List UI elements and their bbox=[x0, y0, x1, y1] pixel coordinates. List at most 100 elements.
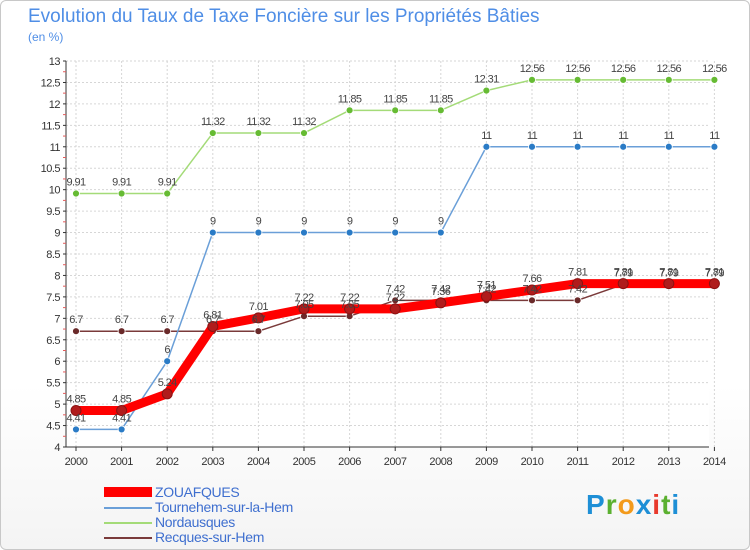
data-label-0: 7.51 bbox=[477, 279, 496, 291]
series-point-1 bbox=[436, 228, 445, 237]
data-label-0: 6.81 bbox=[203, 309, 222, 321]
y-tick-label: 6.5 bbox=[46, 335, 60, 347]
series-point-1 bbox=[117, 425, 126, 434]
x-tick-label: 2002 bbox=[156, 456, 179, 468]
series-point-1 bbox=[664, 142, 673, 151]
data-label-0: 7.81 bbox=[659, 267, 678, 279]
data-label-2: 12.56 bbox=[565, 63, 590, 75]
y-tick-label: 10 bbox=[49, 185, 61, 197]
series-point-0 bbox=[526, 284, 538, 296]
data-label-0: 7.66 bbox=[522, 273, 541, 285]
series-point-3 bbox=[163, 327, 172, 336]
series-point-0 bbox=[480, 290, 492, 302]
data-label-2: 12.56 bbox=[611, 63, 636, 75]
y-tick-label: 6 bbox=[54, 356, 60, 368]
x-tick-label: 2013 bbox=[657, 456, 680, 468]
data-label-3: 7.05 bbox=[340, 299, 359, 311]
legend-swatch-tournehem bbox=[104, 507, 152, 509]
data-label-3: 7.79 bbox=[614, 267, 633, 279]
data-label-3: 7.42 bbox=[431, 283, 450, 295]
data-label-1: 11 bbox=[572, 130, 583, 142]
data-label-2: 9.91 bbox=[66, 177, 85, 189]
data-label-3: 6.7 bbox=[252, 314, 266, 326]
series-point-1 bbox=[391, 228, 400, 237]
series-point-0 bbox=[344, 303, 356, 315]
data-label-1: 9 bbox=[210, 216, 216, 228]
y-tick-label: 8 bbox=[54, 270, 60, 282]
data-label-3: 6.7 bbox=[160, 314, 174, 326]
y-tick-label: 10.5 bbox=[41, 163, 61, 175]
series-point-1 bbox=[163, 357, 172, 366]
legend-label-tournehem: Tournehem-sur-la-Hem bbox=[155, 499, 293, 515]
series-point-3 bbox=[254, 327, 263, 336]
x-tick-label: 2000 bbox=[65, 456, 88, 468]
data-label-0: 7.81 bbox=[614, 267, 633, 279]
data-label-3: 7.05 bbox=[294, 299, 313, 311]
series-point-1 bbox=[482, 142, 491, 151]
data-label-3: 7.42 bbox=[477, 283, 496, 295]
series-point-2 bbox=[163, 189, 172, 198]
series-point-0 bbox=[389, 303, 401, 315]
series-point-2 bbox=[619, 75, 628, 84]
proxiti-logo: Proxiti bbox=[586, 489, 681, 520]
y-tick-label: 4.5 bbox=[46, 421, 60, 433]
data-label-0: 7.22 bbox=[386, 292, 405, 304]
series-point-0 bbox=[116, 405, 128, 417]
data-label-1: 11 bbox=[709, 130, 720, 142]
series-point-0 bbox=[70, 405, 82, 417]
y-tick-label: 7.5 bbox=[46, 292, 60, 304]
series-point-1 bbox=[619, 142, 628, 151]
series-point-1 bbox=[208, 228, 217, 237]
series-point-3 bbox=[117, 327, 126, 336]
data-label-3: 7.79 bbox=[659, 267, 678, 279]
y-tick-label: 7 bbox=[54, 313, 60, 325]
data-label-2: 11.32 bbox=[292, 116, 316, 128]
data-label-0: 7.22 bbox=[340, 292, 359, 304]
data-label-3: 7.42 bbox=[522, 283, 541, 295]
series-point-0 bbox=[252, 312, 264, 324]
data-label-3: 7.79 bbox=[705, 267, 724, 279]
series-point-0 bbox=[207, 320, 219, 332]
x-tick-label: 2010 bbox=[521, 456, 544, 468]
series-point-3 bbox=[528, 296, 536, 305]
y-tick-label: 4 bbox=[54, 442, 60, 454]
series-point-2 bbox=[72, 189, 80, 198]
data-label-1: 9 bbox=[438, 216, 444, 228]
x-tick-label: 2012 bbox=[612, 456, 635, 468]
data-label-0: 7.81 bbox=[568, 267, 587, 279]
data-label-0: 4.85 bbox=[112, 394, 131, 406]
y-tick-label: 5.5 bbox=[46, 378, 60, 390]
series-point-2 bbox=[664, 75, 673, 84]
series-point-0 bbox=[708, 278, 720, 290]
y-tick-label: 8.5 bbox=[46, 249, 60, 261]
x-tick-label: 2006 bbox=[338, 456, 361, 468]
series-point-2 bbox=[208, 129, 217, 137]
legend-swatch-nordausques bbox=[104, 522, 152, 524]
series-point-3 bbox=[72, 327, 80, 336]
series-point-3 bbox=[573, 296, 582, 305]
series-point-2 bbox=[117, 189, 126, 198]
data-label-3: 6.7 bbox=[115, 314, 129, 326]
x-tick-label: 2008 bbox=[429, 456, 452, 468]
series-point-1 bbox=[72, 425, 80, 434]
y-tick-label: 5 bbox=[54, 399, 60, 411]
data-label-2: 11.85 bbox=[338, 93, 362, 105]
series-point-0 bbox=[435, 297, 447, 309]
series-point-2 bbox=[254, 129, 263, 137]
data-label-0: 4.85 bbox=[66, 394, 85, 406]
x-tick-label: 2001 bbox=[110, 456, 133, 468]
x-tick-label: 2014 bbox=[703, 456, 726, 468]
data-label-2: 12.56 bbox=[520, 63, 545, 75]
series-point-1 bbox=[254, 228, 263, 237]
series-point-0 bbox=[161, 388, 173, 400]
y-tick-label: 12.5 bbox=[41, 77, 61, 89]
legend-swatch-zouafques bbox=[104, 487, 152, 497]
data-label-3: 7.42 bbox=[568, 283, 587, 295]
data-label-1: 9 bbox=[301, 216, 307, 228]
data-label-2: 12.56 bbox=[657, 63, 682, 75]
series-point-2 bbox=[573, 75, 582, 84]
series-point-2 bbox=[710, 75, 719, 84]
y-tick-label: 11.5 bbox=[41, 120, 60, 132]
x-tick-label: 2005 bbox=[293, 456, 316, 468]
